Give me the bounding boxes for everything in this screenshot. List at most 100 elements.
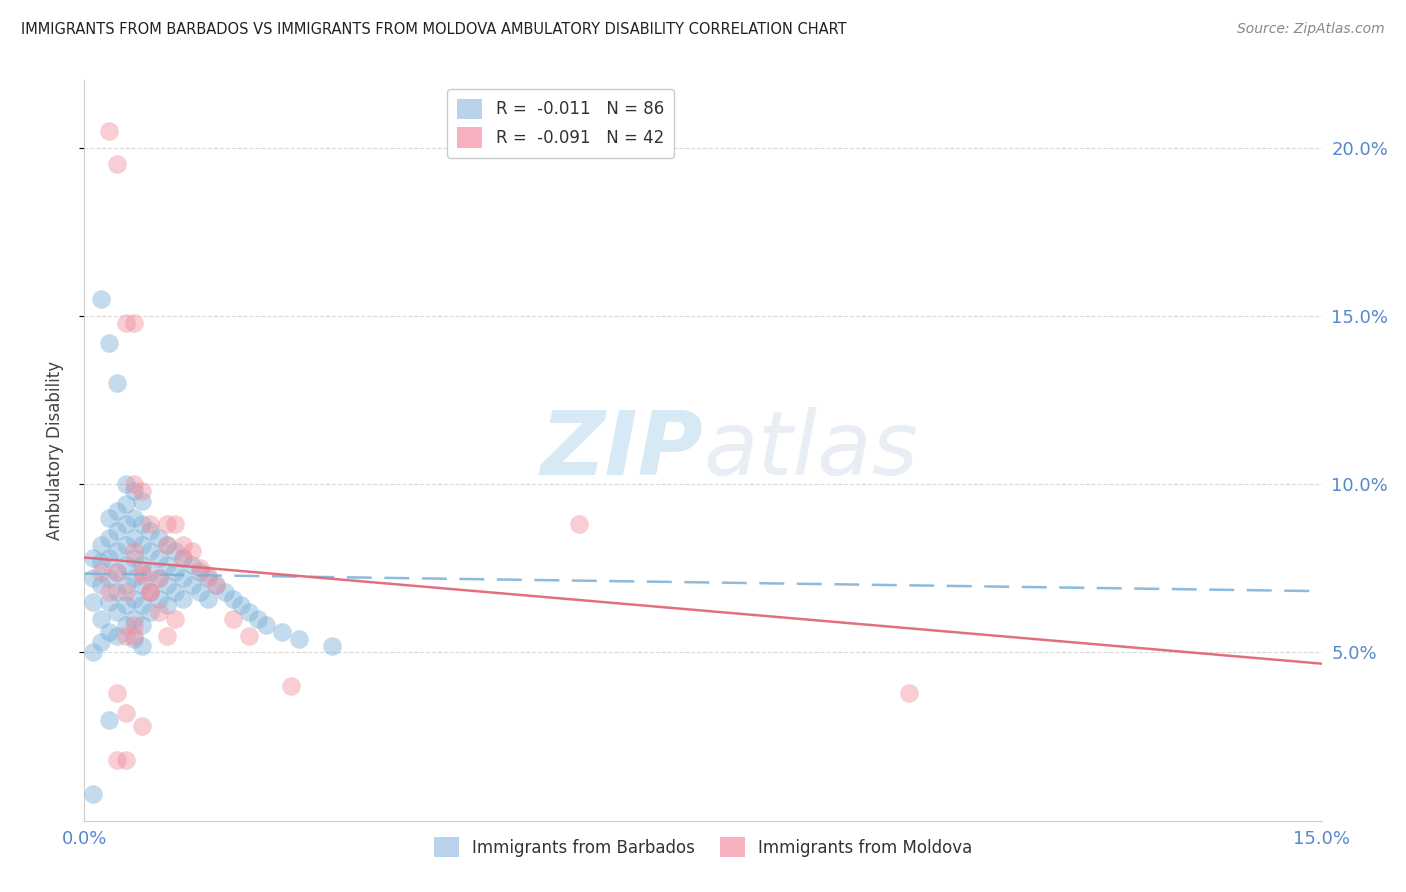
Point	[156, 538, 179, 552]
Point	[165, 612, 187, 626]
Point	[238, 605, 260, 619]
Point	[122, 612, 145, 626]
Point	[90, 612, 112, 626]
Point	[898, 686, 921, 700]
Point	[105, 544, 128, 558]
Point	[122, 316, 145, 330]
Point	[90, 554, 112, 569]
Legend: Immigrants from Barbados, Immigrants from Moldova: Immigrants from Barbados, Immigrants fro…	[427, 830, 979, 864]
Point	[114, 599, 136, 613]
Point	[214, 584, 236, 599]
Point	[172, 551, 194, 566]
Point	[122, 632, 145, 646]
Point	[139, 544, 162, 558]
Point	[156, 628, 179, 642]
Point	[165, 565, 187, 579]
Point	[131, 568, 153, 582]
Point	[148, 605, 170, 619]
Point	[98, 124, 121, 138]
Point	[82, 571, 104, 585]
Y-axis label: Ambulatory Disability: Ambulatory Disability	[45, 361, 63, 540]
Point	[105, 584, 128, 599]
Point	[568, 517, 591, 532]
Point	[156, 517, 179, 532]
Point	[114, 584, 136, 599]
Point	[82, 787, 104, 801]
Point	[90, 635, 112, 649]
Point	[114, 558, 136, 572]
Point	[165, 544, 187, 558]
Point	[165, 584, 187, 599]
Point	[148, 591, 170, 606]
Point	[188, 584, 211, 599]
Point	[139, 565, 162, 579]
Point	[122, 510, 145, 524]
Point	[122, 618, 145, 632]
Point	[90, 578, 112, 592]
Point	[156, 578, 179, 592]
Point	[105, 753, 128, 767]
Point	[105, 628, 128, 642]
Point	[98, 551, 121, 566]
Point	[172, 551, 194, 566]
Point	[122, 483, 145, 498]
Point	[105, 504, 128, 518]
Point	[280, 679, 302, 693]
Point	[180, 544, 202, 558]
Point	[188, 565, 211, 579]
Point	[131, 517, 153, 532]
Point	[131, 565, 153, 579]
Point	[238, 628, 260, 642]
Point	[165, 517, 187, 532]
Point	[197, 571, 219, 585]
Point	[90, 565, 112, 579]
Point	[114, 517, 136, 532]
Point	[105, 157, 128, 171]
Point	[148, 571, 170, 585]
Point	[114, 618, 136, 632]
Point	[82, 595, 104, 609]
Point	[105, 686, 128, 700]
Text: Source: ZipAtlas.com: Source: ZipAtlas.com	[1237, 22, 1385, 37]
Point	[139, 584, 162, 599]
Point	[148, 531, 170, 545]
Point	[114, 578, 136, 592]
Point	[254, 618, 277, 632]
Point	[114, 497, 136, 511]
Point	[131, 639, 153, 653]
Point	[98, 531, 121, 545]
Point	[288, 632, 311, 646]
Point	[271, 625, 294, 640]
Point	[98, 625, 121, 640]
Point	[122, 628, 145, 642]
Point	[105, 565, 128, 579]
Point	[98, 571, 121, 585]
Point	[139, 584, 162, 599]
Point	[114, 477, 136, 491]
Point	[205, 578, 228, 592]
Point	[131, 538, 153, 552]
Point	[82, 551, 104, 566]
Point	[139, 605, 162, 619]
Point	[122, 551, 145, 566]
Point	[321, 639, 343, 653]
Text: ZIP: ZIP	[540, 407, 703, 494]
Point	[105, 376, 128, 391]
Point	[148, 571, 170, 585]
Point	[122, 544, 145, 558]
Point	[82, 645, 104, 659]
Point	[114, 316, 136, 330]
Point	[139, 517, 162, 532]
Point	[114, 706, 136, 720]
Point	[131, 578, 153, 592]
Point	[98, 510, 121, 524]
Point	[222, 591, 245, 606]
Point	[122, 591, 145, 606]
Point	[122, 571, 145, 585]
Point	[172, 591, 194, 606]
Point	[131, 599, 153, 613]
Point	[98, 584, 121, 599]
Point	[172, 571, 194, 585]
Point	[188, 561, 211, 575]
Point	[114, 538, 136, 552]
